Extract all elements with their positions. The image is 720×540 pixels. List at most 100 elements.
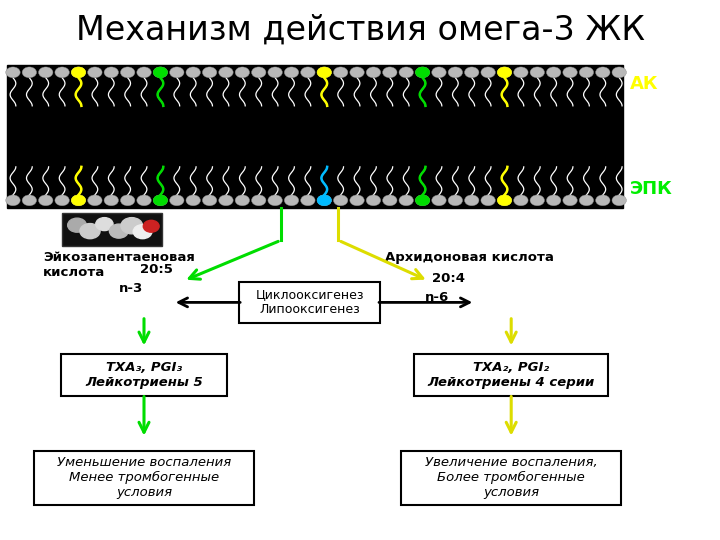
- Text: n-6: n-6: [425, 291, 449, 304]
- Circle shape: [96, 218, 113, 231]
- Circle shape: [137, 67, 151, 78]
- Circle shape: [120, 67, 135, 78]
- Circle shape: [104, 67, 119, 78]
- Circle shape: [595, 67, 610, 78]
- Circle shape: [268, 67, 282, 78]
- Circle shape: [464, 195, 479, 206]
- Circle shape: [612, 195, 626, 206]
- Circle shape: [513, 195, 528, 206]
- FancyBboxPatch shape: [239, 282, 380, 322]
- Circle shape: [170, 67, 184, 78]
- Circle shape: [268, 195, 282, 206]
- Circle shape: [235, 67, 250, 78]
- Circle shape: [68, 218, 86, 232]
- Circle shape: [251, 195, 266, 206]
- Circle shape: [350, 195, 364, 206]
- Circle shape: [121, 218, 143, 234]
- Circle shape: [153, 67, 168, 78]
- Circle shape: [595, 195, 610, 206]
- Circle shape: [55, 67, 69, 78]
- Text: ЭПК: ЭПК: [630, 180, 672, 198]
- Circle shape: [219, 195, 233, 206]
- Circle shape: [317, 67, 331, 78]
- Circle shape: [350, 67, 364, 78]
- Circle shape: [481, 195, 495, 206]
- Circle shape: [333, 67, 348, 78]
- FancyBboxPatch shape: [402, 451, 621, 505]
- FancyBboxPatch shape: [35, 451, 254, 505]
- Circle shape: [333, 195, 348, 206]
- Circle shape: [153, 195, 168, 206]
- Circle shape: [71, 67, 86, 78]
- Circle shape: [301, 195, 315, 206]
- Circle shape: [22, 67, 37, 78]
- Circle shape: [498, 195, 512, 206]
- Circle shape: [448, 67, 462, 78]
- Circle shape: [88, 195, 102, 206]
- Circle shape: [579, 67, 593, 78]
- Circle shape: [464, 67, 479, 78]
- Circle shape: [546, 67, 561, 78]
- FancyBboxPatch shape: [414, 354, 608, 396]
- Circle shape: [563, 195, 577, 206]
- Circle shape: [415, 67, 430, 78]
- FancyBboxPatch shape: [61, 213, 162, 246]
- Circle shape: [186, 67, 200, 78]
- Circle shape: [366, 67, 381, 78]
- Circle shape: [317, 195, 331, 206]
- Circle shape: [251, 67, 266, 78]
- Circle shape: [432, 67, 446, 78]
- Circle shape: [513, 67, 528, 78]
- Text: 20:4: 20:4: [432, 272, 465, 285]
- Circle shape: [109, 224, 128, 238]
- Circle shape: [530, 67, 544, 78]
- Circle shape: [235, 195, 250, 206]
- Circle shape: [219, 67, 233, 78]
- Circle shape: [415, 67, 430, 78]
- Circle shape: [498, 195, 512, 206]
- Circle shape: [120, 195, 135, 206]
- Text: 20:5: 20:5: [140, 263, 174, 276]
- Circle shape: [6, 67, 20, 78]
- Circle shape: [481, 67, 495, 78]
- Circle shape: [186, 195, 200, 206]
- Circle shape: [153, 195, 168, 206]
- Circle shape: [6, 195, 20, 206]
- Circle shape: [579, 195, 593, 206]
- Circle shape: [71, 195, 86, 206]
- Text: TXA₂, PGI₂
Лейкотриены 4 серии: TXA₂, PGI₂ Лейкотриены 4 серии: [428, 361, 595, 389]
- Text: АК: АК: [630, 75, 659, 93]
- Text: Архидоновая кислота: Архидоновая кислота: [385, 251, 554, 264]
- Circle shape: [498, 67, 512, 78]
- Circle shape: [39, 195, 53, 206]
- Circle shape: [563, 67, 577, 78]
- Circle shape: [382, 67, 397, 78]
- Text: n-3: n-3: [119, 282, 143, 295]
- Circle shape: [366, 195, 381, 206]
- Circle shape: [317, 195, 331, 206]
- Circle shape: [153, 67, 168, 78]
- Circle shape: [432, 195, 446, 206]
- Text: Механизм действия омега-3 ЖК: Механизм действия омега-3 ЖК: [76, 14, 644, 46]
- Text: Уменьшение воспаления
Менее тромбогенные
условия: Уменьшение воспаления Менее тромбогенные…: [57, 456, 231, 500]
- Circle shape: [415, 195, 430, 206]
- Text: Увеличение воспаления,
Более тромбогенные
условия: Увеличение воспаления, Более тромбогенны…: [425, 456, 598, 500]
- Circle shape: [22, 195, 37, 206]
- Text: Эйкозапентаеновая
кислота: Эйкозапентаеновая кислота: [43, 251, 195, 279]
- Circle shape: [71, 67, 86, 78]
- Circle shape: [284, 195, 299, 206]
- Circle shape: [448, 195, 462, 206]
- Circle shape: [133, 225, 152, 239]
- Circle shape: [143, 220, 159, 232]
- Circle shape: [612, 67, 626, 78]
- Circle shape: [317, 67, 331, 78]
- Circle shape: [137, 195, 151, 206]
- Circle shape: [382, 195, 397, 206]
- Circle shape: [546, 195, 561, 206]
- Circle shape: [530, 195, 544, 206]
- Text: TXA₃, PGI₃
Лейкотриены 5: TXA₃, PGI₃ Лейкотриены 5: [85, 361, 203, 389]
- Circle shape: [498, 67, 512, 78]
- Circle shape: [170, 195, 184, 206]
- Circle shape: [399, 195, 413, 206]
- Circle shape: [80, 224, 100, 239]
